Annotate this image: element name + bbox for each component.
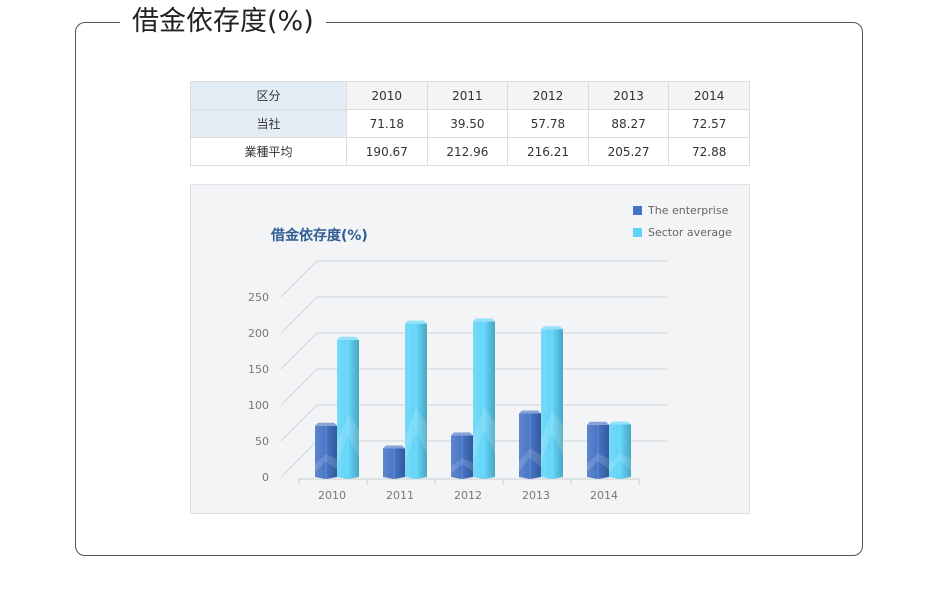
y-tick-label: 0 <box>262 471 269 484</box>
bar-cap <box>315 422 337 426</box>
y-tick-label: 250 <box>248 291 269 304</box>
bar-highlight <box>451 458 473 473</box>
data-table: 区分 2010 2011 2012 2013 2014 当社 71.18 39.… <box>190 81 750 166</box>
chart-area: 借金依存度(%) 0 50 100 150 200 250 2010 2011 2012 2013 2… <box>190 184 750 514</box>
bar-highlight <box>541 410 563 463</box>
x-tick-label: 2010 <box>318 489 346 502</box>
bar-chart: 借金依存度(%) 0 50 100 150 200 250 2010 2011 2012 2013 2… <box>248 204 732 502</box>
bar-cap <box>541 326 563 330</box>
x-tick-label: 2013 <box>522 489 550 502</box>
gridline-diagonal <box>280 368 318 406</box>
chart-panel-frame <box>75 22 863 556</box>
value-cell: 72.88 <box>668 137 750 166</box>
y-tick-label: 150 <box>248 363 269 376</box>
value-cell: 57.78 <box>507 109 589 138</box>
chart-title: 借金依存度(%) <box>270 227 368 244</box>
value-cell: 72.57 <box>668 109 750 138</box>
bar-highlight <box>609 453 631 472</box>
value-cell: 190.67 <box>346 137 428 166</box>
bar <box>337 339 359 479</box>
year-cell: 2014 <box>668 81 750 110</box>
bar <box>383 448 405 479</box>
bar-cap <box>609 421 631 425</box>
table-header-row: 区分 2010 2011 2012 2013 2014 <box>190 81 750 110</box>
header-label-cell: 区分 <box>190 81 347 110</box>
year-cell: 2010 <box>346 81 428 110</box>
bar <box>315 425 337 479</box>
x-tick-label: 2011 <box>386 489 414 502</box>
value-cell: 216.21 <box>507 137 589 166</box>
gridline-diagonal <box>280 332 318 370</box>
bar <box>587 424 609 479</box>
gridline-diagonal <box>280 296 318 334</box>
gridline-diagonal <box>280 440 318 478</box>
legend-swatch <box>633 206 642 215</box>
bar-highlight <box>473 406 495 462</box>
bar-highlight <box>315 453 337 472</box>
bar-highlight <box>587 453 609 472</box>
bar-cap <box>473 318 495 322</box>
year-cell: 2011 <box>426 81 509 110</box>
y-tick-label: 200 <box>248 327 269 340</box>
bar <box>541 329 563 479</box>
y-tick-label: 100 <box>248 399 269 412</box>
table-row: 当社 71.18 39.50 57.78 88.27 72.57 <box>190 109 750 138</box>
bar-cap <box>519 410 541 414</box>
table-row: 業種平均 190.67 212.96 216.21 205.27 72.88 <box>190 137 750 166</box>
value-cell: 71.18 <box>346 109 428 138</box>
bar-cap <box>451 432 473 436</box>
row-label-cell: 業種平均 <box>190 137 347 166</box>
bar-highlight <box>519 448 541 471</box>
value-cell: 88.27 <box>587 109 670 138</box>
bar <box>473 321 495 479</box>
bar <box>405 323 427 479</box>
year-cell: 2013 <box>587 81 670 110</box>
bar-cap <box>405 320 427 324</box>
gridline-diagonal <box>280 404 318 442</box>
bar-cap <box>337 336 359 340</box>
x-tick-label: 2012 <box>454 489 482 502</box>
bar-cap <box>383 445 405 449</box>
x-tick-label: 2014 <box>590 489 618 502</box>
bar-highlight <box>405 408 427 462</box>
bar-cap <box>587 421 609 425</box>
value-cell: 39.50 <box>426 109 509 138</box>
bar <box>519 413 541 479</box>
bar-highlight <box>337 415 359 464</box>
value-cell: 212.96 <box>426 137 509 166</box>
y-tick-label: 50 <box>255 435 269 448</box>
row-label-cell: 当社 <box>190 109 347 138</box>
year-cell: 2012 <box>507 81 589 110</box>
gridline-diagonal <box>280 260 318 298</box>
legend-swatch <box>633 228 642 237</box>
bar <box>609 424 631 479</box>
panel-title: 借金依存度(%) <box>120 2 326 42</box>
legend-label: The enterprise <box>647 204 729 217</box>
bar <box>451 435 473 479</box>
value-cell: 205.27 <box>587 137 670 166</box>
legend-label: Sector average <box>648 226 732 239</box>
